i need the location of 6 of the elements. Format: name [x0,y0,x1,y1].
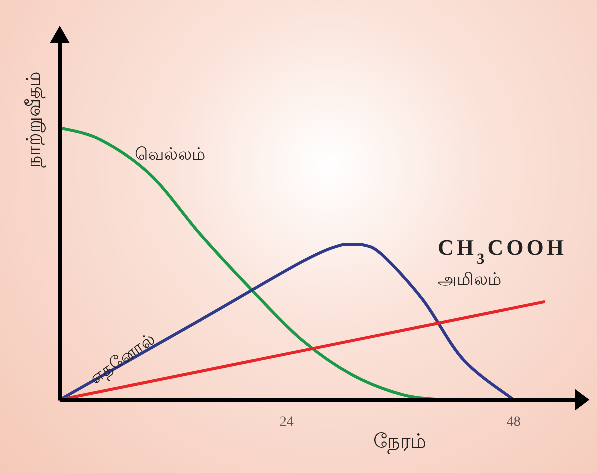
x-tick-label: 48 [506,415,521,430]
series-label: CH$_{3}$COOH அமிலம் [438,235,567,290]
x-axis-title: நேரம் [374,429,426,454]
y-axis-title: நாற்றுவீதம் [23,72,46,168]
x-tick-label: 24 [280,415,294,430]
series-label: வெல்லம் [135,145,206,165]
